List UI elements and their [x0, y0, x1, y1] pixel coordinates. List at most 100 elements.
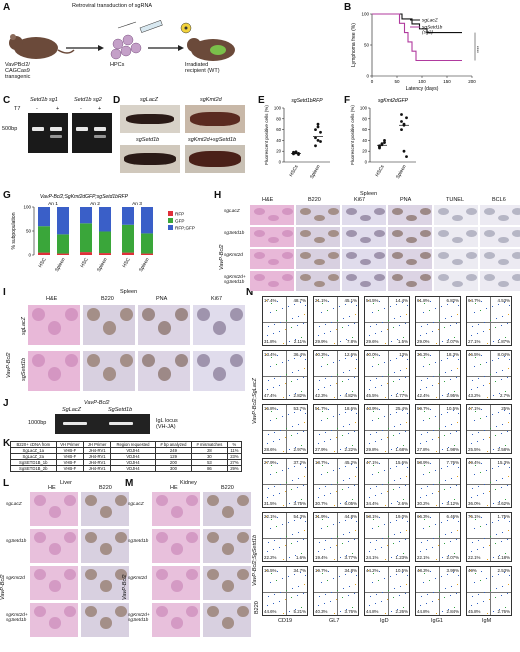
data-point: [402, 122, 406, 126]
x-tick-label: HSCs: [374, 163, 386, 177]
facs-event: [402, 356, 404, 358]
facs-event: [427, 540, 429, 542]
quadrant-percent: 10.5%: [446, 406, 459, 411]
quadrant-line: [467, 430, 511, 431]
facs-event: [457, 422, 459, 424]
facs-event: [495, 381, 497, 383]
facs-event: [351, 410, 353, 412]
quadrant-percent: 47.1%: [366, 460, 379, 465]
facs-event: [419, 462, 421, 464]
facs-event: [447, 412, 449, 414]
facs-event: [402, 518, 404, 520]
facs-event: [499, 555, 501, 557]
facs-event: [288, 468, 290, 470]
tissue-blob: [34, 569, 46, 581]
data-point: [380, 142, 384, 146]
facs-event: [432, 439, 434, 441]
facs-event: [426, 549, 428, 551]
facs-event: [397, 447, 399, 449]
tissue-blob: [451, 236, 463, 244]
facs-event: [505, 337, 507, 339]
facs-event: [334, 451, 336, 453]
facs-event: [405, 593, 407, 595]
y-tick-label: 100: [274, 106, 282, 111]
facs-plot: 46.5% 8.04% 43.2% 2.7%: [466, 350, 512, 400]
facs-event: [421, 542, 423, 544]
quadrant-percent: 58.1%: [366, 514, 379, 519]
facs-event: [330, 601, 332, 603]
bar-segment-RFP: [57, 253, 69, 255]
facs-event: [492, 360, 494, 362]
facs-event: [378, 580, 380, 582]
tissue-blob: [171, 617, 183, 629]
facs-event: [439, 536, 441, 538]
facs-event: [432, 601, 434, 603]
facs-event: [384, 578, 386, 580]
data-point: [297, 153, 300, 156]
quadrant-line: [263, 430, 307, 431]
quadrant-percent: 1.5%: [397, 339, 408, 344]
panel-j-lane-1: SgLacZ: [62, 407, 81, 413]
tissue-blob: [438, 274, 449, 281]
facs-event: [349, 316, 351, 318]
facs-event: [495, 489, 497, 491]
facs-event: [430, 355, 432, 357]
facs-event: [426, 333, 428, 335]
facs-event: [407, 413, 409, 415]
facs-event: [436, 559, 438, 561]
facs-event: [442, 449, 444, 451]
bar-segment-RFP;GFP: [141, 207, 153, 234]
facs-event: [433, 484, 435, 486]
quadrant-percent: 27.8%: [417, 447, 430, 452]
facs-event: [475, 519, 477, 521]
quadrant-percent: 3.76%: [344, 609, 357, 614]
histology-tile: [193, 305, 245, 345]
facs-event: [280, 538, 282, 540]
histology-tile: [30, 529, 78, 563]
quadrant-line: [365, 592, 409, 593]
facs-event: [379, 409, 381, 411]
facs-event: [346, 501, 348, 503]
quadrant-percent: 13.4%: [264, 352, 277, 357]
quadrant-percent: 15.5%: [264, 568, 277, 573]
bar-segment-GFP: [38, 226, 50, 253]
facs-event: [378, 472, 380, 474]
y-tick-label: 100: [361, 12, 369, 17]
tissue-blob: [64, 308, 78, 322]
facs-event: [507, 377, 509, 379]
histology-tile: [152, 529, 200, 563]
facs-event: [458, 521, 460, 523]
tissue-blob: [254, 274, 265, 281]
facs-event: [509, 413, 511, 415]
facs-event: [397, 555, 399, 557]
facs-event: [394, 534, 396, 536]
facs-x-label: IgM: [482, 618, 492, 624]
row-label: sgSetd1b: [128, 539, 149, 544]
facs-event: [490, 590, 492, 592]
panel-h-col-label: PNA: [400, 197, 412, 203]
facs-event: [484, 484, 486, 486]
facs-event: [331, 484, 333, 486]
facs-event: [403, 337, 405, 339]
facs-event: [450, 433, 452, 435]
quadrant-percent: 25%: [501, 406, 510, 411]
facs-event: [342, 597, 344, 599]
facs-event: [342, 489, 344, 491]
facs-event: [489, 437, 491, 439]
tissue-blob: [359, 236, 371, 244]
panel-k-table: B220+ cDNA from VH Primer JH Primer Region …: [10, 441, 243, 472]
panel-a-donor-label: VavPBcl2/ CAGCas9 transgenic: [5, 62, 31, 80]
quadrant-percent: 48.3%: [417, 568, 430, 573]
facs-event: [393, 543, 395, 545]
tissue-blob: [115, 495, 127, 507]
facs-event: [379, 355, 381, 357]
facs-event: [399, 325, 401, 327]
panel-c-lane-2: +: [56, 106, 60, 112]
facs-event: [445, 318, 447, 320]
facs-event: [376, 324, 378, 326]
quadrant-percent: 43.2%: [468, 393, 481, 398]
facs-event: [435, 362, 437, 364]
facs-event: [499, 447, 501, 449]
facs-event: [354, 593, 356, 595]
tissue-blob: [87, 308, 100, 322]
